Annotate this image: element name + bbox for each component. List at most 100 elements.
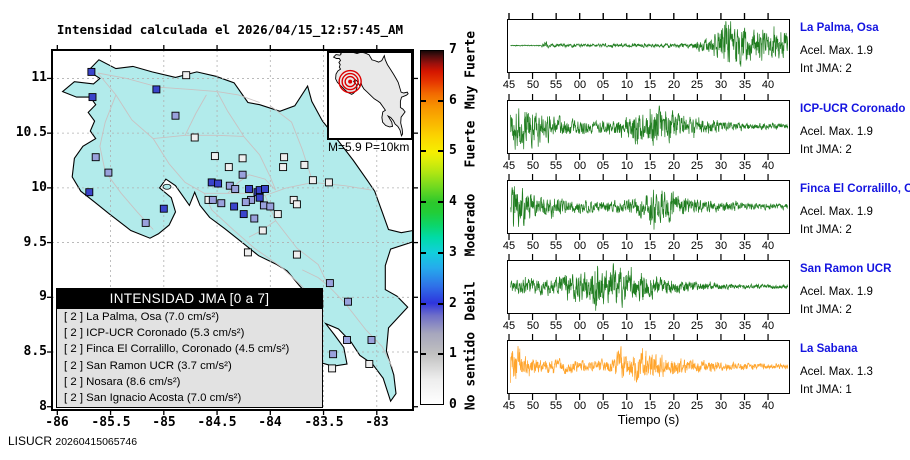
time-tick-label: 35 [738,400,752,412]
gulf-island [162,183,172,190]
time-tick-label: 15 [643,79,657,91]
time-tick-label: 55 [549,240,563,252]
time-tick-label: 30 [714,160,728,172]
time-tick-label: 55 [549,400,563,412]
station-marker [280,153,289,162]
station-intensity: Int JMA: 2 [800,63,852,75]
waveform-trace [510,263,789,311]
intensity-colorbar [420,50,444,405]
time-tick-label: 30 [714,320,728,332]
colorbar-tick [421,303,426,305]
station-accel: Acel. Max. 1.9 [800,206,873,218]
waveform-panel [507,260,790,314]
station-accel: Acel. Max. 1.3 [800,366,873,378]
colorbar-tick [438,353,443,355]
epicenter-ring [341,72,359,91]
station-marker [224,163,233,172]
station-marker [343,336,351,344]
time-tick-label: 10 [620,240,634,252]
longitude-tick-label: -85.5 [91,415,131,430]
time-tick-label: 45 [502,160,516,172]
station-marker [365,360,374,368]
legend-entry: [ 2 ] Finca El Corralillo, Coronado (4.5… [64,343,290,356]
longitude-tick-label: -84.5 [197,415,237,430]
station-accel: Acel. Max. 1.9 [800,126,873,138]
station-marker [243,248,252,257]
station-marker [250,214,259,223]
waveform-panel [507,100,790,154]
colorbar-tick [421,353,426,355]
station-accel: Acel. Max. 1.9 [800,286,873,298]
colorbar-tick-label: 2 [449,296,457,311]
time-axis-label: Tiempo (s) [617,412,680,427]
legend-entry: [ 2 ] San Ramon UCR (3.7 cm/s²) [64,359,232,372]
coastline [61,59,413,403]
intensity-legend: INTENSIDAD JMA [0 a 7] [ 2 ] La Palma, O… [56,288,323,408]
latitude-tick-label: 10 [31,180,47,195]
time-tick-label: 25 [690,79,704,91]
map-frame [51,49,414,411]
time-tick-label: 35 [738,79,752,91]
longitude-tick-label: -83.5 [304,415,344,430]
time-tick-label: 30 [714,240,728,252]
time-tick-label: 45 [502,240,516,252]
station-marker [91,153,100,162]
station-marker [231,185,240,193]
latitude-tick-label: 9.5 [23,235,47,250]
time-tick-label: 00 [573,240,587,252]
inset-coastline [332,51,409,137]
waveform-plot [510,345,789,383]
station-marker [207,178,216,187]
time-tick-label: 25 [690,160,704,172]
latitude-tick-label: 10.5 [15,125,47,140]
colorbar-tick [438,303,443,305]
station-marker [255,193,264,202]
time-tick-label: 55 [549,79,563,91]
station-marker [230,202,239,211]
waveform-axis-ticks [508,254,769,320]
time-tick-label: 35 [738,240,752,252]
legend-entries: [ 2 ] La Palma, Osa (7.0 cm/s²) [ 2 ] ICP… [57,309,322,406]
waveform-panel [507,19,790,73]
station-marker [239,210,248,219]
colorbar-category-label: Debil [463,281,479,321]
time-tick-label: 40 [761,79,775,91]
latitude-tick-label: 8.5 [23,344,47,359]
time-tick-label: 40 [761,240,775,252]
station-marker [241,198,250,207]
time-tick-label: 20 [667,160,681,172]
waveform-plot [510,186,789,230]
station-marker [171,111,180,120]
station-marker [238,154,247,163]
colorbar-tick-label: 4 [449,194,457,209]
station-marker [152,85,161,94]
station-name: La Sabana [800,343,858,355]
legend-entry: [ 2 ] Nosara (8.6 cm/s²) [64,375,181,388]
waveform-axis-ticks [508,13,769,79]
station-marker [141,218,150,227]
station-marker [182,71,191,80]
time-tick-label: 55 [549,320,563,332]
station-marker [104,168,113,177]
colorbar-tick-label: 5 [449,143,457,158]
station-marker [258,226,267,235]
station-marker [324,178,333,187]
time-tick-label: 15 [643,320,657,332]
time-tick-label: 15 [643,400,657,412]
time-tick-label: 55 [549,160,563,172]
station-marker [88,93,97,102]
time-tick-label: 50 [526,160,540,172]
station-name: San Ramon UCR [800,263,892,275]
station-name: Finca El Corralillo, Coronado [800,183,910,195]
time-tick-label: 05 [596,79,610,91]
footer-id: LISUCR 20260415065746 [8,434,137,448]
colorbar-tick [421,100,426,102]
epicenter-ring [338,69,362,94]
epicenter-ring [344,75,356,88]
colorbar-tick-label: 7 [449,42,457,57]
legend-entry: [ 2 ] La Palma, Osa (7.0 cm/s²) [64,311,220,323]
time-tick-label: 40 [761,320,775,332]
time-tick-label: 45 [502,320,516,332]
report-title: Intensidad calculada el 2026/04/15_12:57… [56,22,404,37]
